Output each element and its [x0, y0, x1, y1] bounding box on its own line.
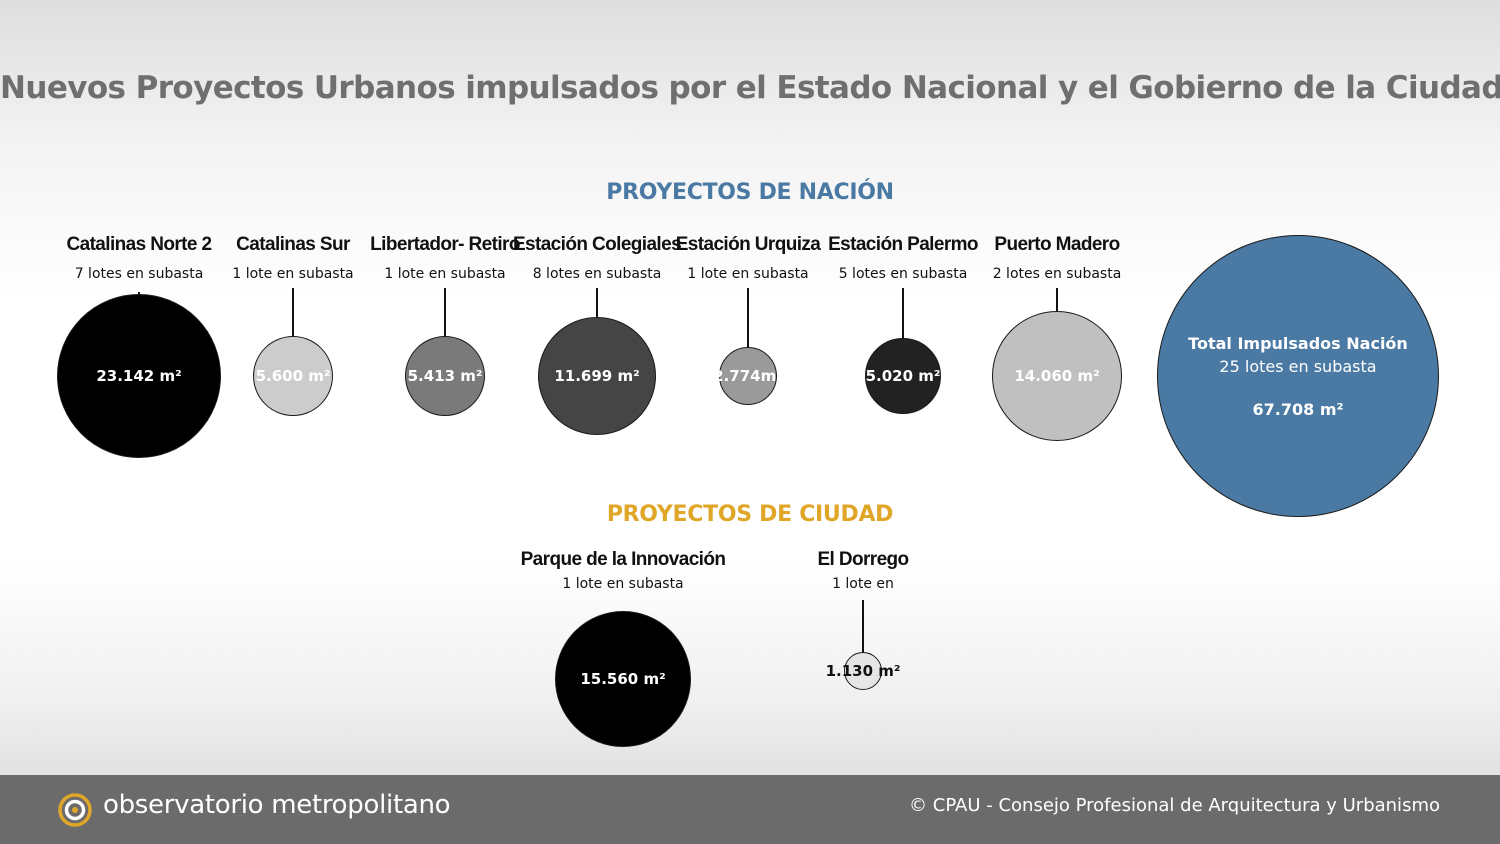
area-value-el-dorrego: 1.130 m² — [825, 662, 901, 680]
project-lots-estacion-urquiza: 1 lote en subasta — [687, 266, 809, 282]
project-lots-parque-de-la-innovacion: 1 lote en subasta — [562, 576, 684, 592]
total-lots: 25 lotes en subasta — [1219, 356, 1377, 376]
project-lots-estacion-palermo: 5 lotes en subasta — [838, 266, 968, 282]
om-logo-icon — [58, 793, 92, 827]
project-name-libertador-retiro: Libertador- Retiro — [370, 234, 520, 255]
area-value-catalinas-norte-2: 23.142 m² — [96, 367, 182, 385]
project-lots-catalinas-norte-2: 7 lotes en subasta — [74, 266, 204, 282]
footer-bar: observatorio metropolitano © CPAU - Cons… — [0, 775, 1500, 844]
project-lots-libertador-retiro: 1 lote en subasta — [384, 266, 506, 282]
project-lots-estacion-colegiales: 8 lotes en subasta — [532, 266, 662, 282]
area-circle-estacion-colegiales: 11.699 m² — [538, 317, 656, 435]
project-name-estacion-palermo: Estación Palermo — [828, 234, 978, 255]
area-value-catalinas-sur: 5.600 m² — [255, 367, 331, 385]
project-name-el-dorrego: El Dorrego — [817, 549, 909, 570]
project-name-puerto-madero: Puerto Madero — [994, 234, 1120, 255]
page-title: Nuevos Proyectos Urbanos impulsados por … — [0, 70, 1500, 106]
project-name-estacion-colegiales: Estación Colegiales — [512, 234, 682, 255]
brand-name: observatorio metropolitano — [103, 790, 451, 820]
total-title: Total Impulsados Nación — [1188, 333, 1408, 353]
area-circle-parque-de-la-innovacion: 15.560 m² — [555, 611, 691, 747]
connector-line-estacion-colegiales — [596, 288, 598, 318]
area-circle-catalinas-sur: 5.600 m² — [253, 336, 333, 416]
area-value-estacion-urquiza: 2.774m² — [713, 367, 783, 385]
total-circle: Total Impulsados Nación 25 lotes en subas… — [1157, 235, 1439, 517]
connector-line-puerto-madero — [1056, 288, 1058, 312]
area-value-puerto-madero: 14.060 m² — [1014, 367, 1100, 385]
section-ciudad-heading: PROYECTOS DE CIUDAD — [606, 502, 894, 527]
connector-line-el-dorrego — [862, 600, 864, 653]
area-circle-el-dorrego: 1.130 m² — [826, 652, 900, 690]
project-name-estacion-urquiza: Estación Urquiza — [675, 234, 821, 255]
project-lots-el-dorrego: 1 lote en — [832, 576, 894, 592]
area-value-parque-de-la-innovacion: 15.560 m² — [580, 670, 666, 688]
connector-line-libertador-retiro — [444, 288, 446, 337]
area-circle-catalinas-norte-2: 23.142 m² — [57, 294, 221, 458]
total-area: 67.708 m² — [1252, 399, 1344, 419]
area-circle-estacion-palermo: 5.020 m² — [865, 338, 941, 414]
project-name-catalinas-norte-2: Catalinas Norte 2 — [66, 234, 212, 255]
section-nacion-heading: PROYECTOS DE NACIÓN — [606, 180, 894, 205]
connector-line-catalinas-norte-2 — [138, 292, 140, 295]
area-circle-estacion-urquiza: 2.774m² — [713, 347, 783, 405]
connector-line-estacion-palermo — [902, 288, 904, 339]
project-lots-puerto-madero: 2 lotes en subasta — [992, 266, 1122, 282]
connector-line-estacion-urquiza — [747, 288, 749, 348]
area-value-libertador-retiro: 5.413 m² — [407, 367, 483, 385]
connector-line-catalinas-sur — [292, 288, 294, 337]
project-name-parque-de-la-innovacion: Parque de la Innovación — [520, 549, 726, 570]
area-circle-libertador-retiro: 5.413 m² — [405, 336, 485, 416]
area-value-estacion-palermo: 5.020 m² — [865, 367, 941, 385]
project-lots-catalinas-sur: 1 lote en subasta — [232, 266, 354, 282]
area-circle-puerto-madero: 14.060 m² — [992, 311, 1122, 441]
area-value-estacion-colegiales: 11.699 m² — [554, 367, 640, 385]
copyright-text: © CPAU - Consejo Profesional de Arquitec… — [909, 795, 1440, 816]
project-name-catalinas-sur: Catalinas Sur — [236, 234, 350, 255]
